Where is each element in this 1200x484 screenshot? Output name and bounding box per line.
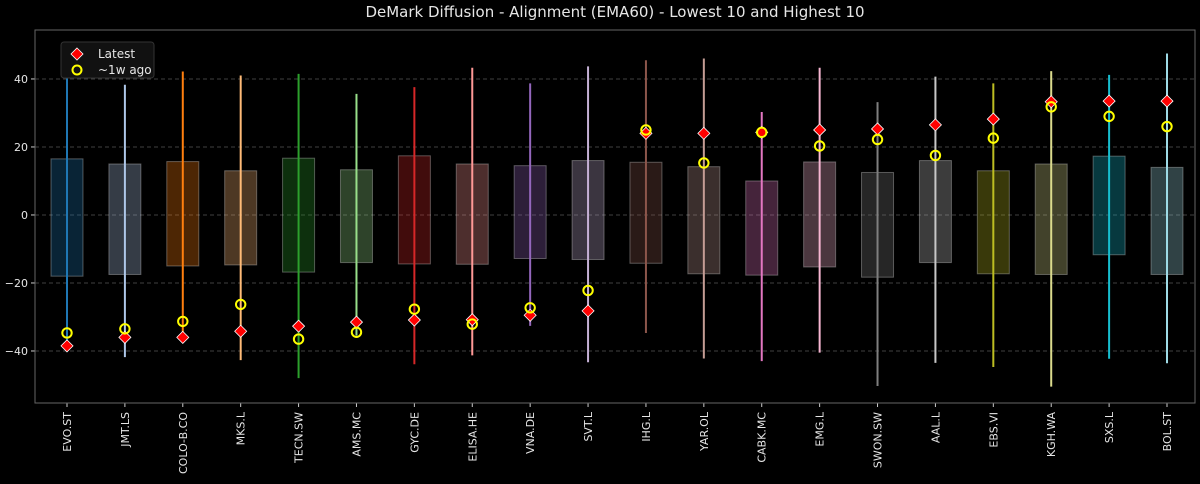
latest-point bbox=[60, 339, 74, 353]
latest-point bbox=[292, 319, 306, 333]
category-gyc-de bbox=[397, 87, 431, 365]
chart-marks bbox=[50, 51, 1184, 387]
week-ago-point bbox=[524, 302, 536, 314]
latest-point bbox=[813, 123, 827, 137]
x-tick-label: KGH.WA bbox=[1045, 412, 1058, 458]
x-tick-label: EMG.L bbox=[814, 411, 827, 446]
latest-point bbox=[176, 330, 190, 344]
category-ihg-l bbox=[629, 60, 663, 333]
grid bbox=[35, 78, 1195, 352]
category-vna-de bbox=[513, 83, 547, 326]
x-tick-label: TECN.SW bbox=[293, 412, 306, 464]
x-tick-label: MKS.L bbox=[235, 411, 248, 445]
week-ago-point bbox=[582, 284, 594, 297]
week-ago-point bbox=[408, 303, 421, 315]
y-axis: −40 −20 0 20 40 bbox=[5, 73, 35, 358]
legend: Latest ~1w ago bbox=[60, 41, 155, 79]
y-tick-label: −20 bbox=[5, 277, 28, 290]
week-ago-point bbox=[1161, 120, 1173, 133]
week-ago-point bbox=[929, 149, 942, 162]
y-tick-label: 0 bbox=[21, 209, 28, 222]
category-sxs-l bbox=[1092, 74, 1126, 359]
latest-point bbox=[1160, 94, 1174, 108]
legend-1w-label: ~1w ago bbox=[98, 63, 152, 77]
category-evo-st bbox=[50, 51, 84, 353]
x-tick-label: SWON.SW bbox=[872, 412, 885, 468]
week-ago-point bbox=[987, 132, 1000, 144]
category-aal-l bbox=[918, 76, 952, 363]
x-tick-label: VNA.DE bbox=[524, 412, 537, 454]
latest-point bbox=[118, 330, 132, 344]
x-tick-label: EVO.ST bbox=[61, 412, 74, 452]
x-tick-label: JMT.LS bbox=[119, 412, 132, 448]
week-ago-point bbox=[1103, 110, 1115, 123]
x-tick-label: EBS.VI bbox=[987, 412, 1000, 448]
category-cabk-mc bbox=[745, 111, 779, 362]
x-tick-label: SXS.L bbox=[1103, 411, 1116, 443]
latest-point bbox=[1102, 94, 1116, 108]
category-jmt-ls bbox=[108, 84, 142, 358]
x-tick-label: YAR.OL bbox=[698, 411, 711, 452]
category-yar-ol bbox=[687, 58, 721, 359]
latest-point bbox=[581, 304, 595, 318]
latest-point bbox=[234, 324, 248, 338]
x-axis: EVO.ST JMT.LS COLO-B.CO MKS.L TECN.SW AMS.MC G… bbox=[61, 403, 1174, 474]
x-tick-label: COLO-B.CO bbox=[177, 412, 190, 474]
x-tick-label: ELISA.HE bbox=[466, 412, 479, 462]
legend-1w-marker bbox=[71, 64, 83, 76]
week-ago-point bbox=[177, 315, 189, 328]
week-ago-point bbox=[756, 126, 768, 139]
week-ago-point bbox=[1045, 101, 1057, 113]
week-ago-point bbox=[234, 298, 247, 311]
x-tick-label: GYC.DE bbox=[408, 412, 421, 453]
category-tecn-sw bbox=[282, 73, 316, 379]
category-svt-l bbox=[571, 66, 605, 363]
y-tick-label: 40 bbox=[14, 73, 28, 86]
latest-point bbox=[986, 112, 1000, 126]
week-ago-point bbox=[698, 157, 710, 169]
week-ago-point bbox=[640, 124, 652, 136]
latest-point bbox=[928, 118, 942, 132]
week-ago-point bbox=[813, 140, 826, 152]
x-tick-label: SVT.L bbox=[582, 411, 595, 441]
week-ago-point bbox=[292, 333, 305, 345]
legend-latest-label: Latest bbox=[98, 47, 135, 61]
plot-frame bbox=[34, 29, 1196, 404]
latest-point bbox=[523, 308, 537, 322]
category-swon-sw bbox=[861, 102, 895, 386]
week-ago-point bbox=[350, 326, 363, 338]
category-ams-mc bbox=[339, 93, 373, 338]
category-elisa-he bbox=[455, 67, 489, 356]
x-tick-label: AAL.L bbox=[929, 411, 942, 443]
latest-point bbox=[697, 126, 711, 140]
week-ago-point bbox=[466, 318, 478, 330]
legend-latest-marker bbox=[70, 47, 84, 61]
chart-title: DeMark Diffusion - Alignment (EMA60) - L… bbox=[365, 3, 864, 21]
category-emg-l bbox=[803, 67, 837, 353]
latest-point bbox=[349, 315, 364, 329]
x-tick-label: CABK.MC bbox=[756, 412, 769, 463]
category-mks-l bbox=[224, 75, 258, 361]
category-kgh-wa bbox=[1034, 71, 1068, 387]
week-ago-point bbox=[871, 133, 884, 146]
x-tick-label: AMS.MC bbox=[350, 412, 363, 457]
category-bol-st bbox=[1150, 53, 1184, 364]
latest-point bbox=[407, 313, 421, 327]
category-ebs-vi bbox=[976, 83, 1010, 367]
category-colo-b-co bbox=[166, 71, 200, 344]
y-tick-label: 20 bbox=[14, 141, 28, 154]
x-tick-label: BOL.ST bbox=[1161, 412, 1174, 452]
y-tick-label: −40 bbox=[5, 345, 28, 358]
x-tick-label: IHG.L bbox=[640, 411, 653, 442]
week-ago-point bbox=[119, 323, 131, 335]
latest-point bbox=[870, 122, 885, 136]
week-ago-point bbox=[61, 327, 73, 339]
